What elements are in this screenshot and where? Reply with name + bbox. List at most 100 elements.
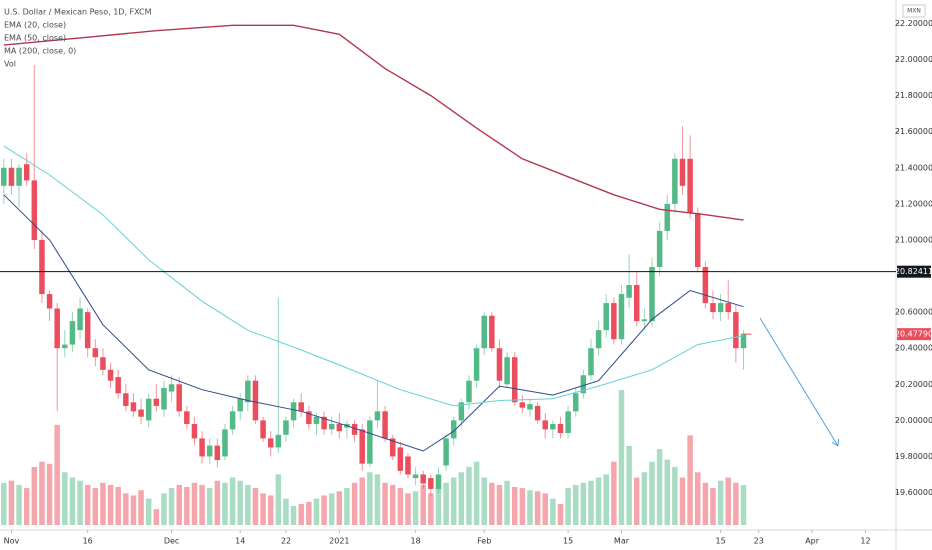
x-tick-label: 12: [860, 537, 870, 546]
candle-body: [214, 445, 221, 461]
volume-bar: [8, 480, 15, 525]
legend-entry: EMA (20, close): [4, 21, 66, 30]
volume-bar: [542, 493, 548, 525]
candle-body: [367, 420, 373, 464]
volume-bar: [649, 461, 655, 525]
candle-body: [222, 429, 228, 457]
volume-bar: [123, 493, 129, 525]
volume-bar: [572, 484, 579, 525]
volume-bar: [519, 488, 526, 525]
volume-bar: [153, 509, 160, 525]
candle-body: [84, 312, 91, 349]
candle-body: [649, 267, 655, 322]
volume-bar: [328, 493, 335, 525]
candle-body: [100, 357, 106, 370]
candle-body: [496, 348, 503, 381]
volume-bar: [252, 488, 259, 525]
candle-body: [450, 420, 457, 439]
volume-bar: [267, 495, 274, 525]
volume-bar: [740, 484, 747, 525]
candle-body: [565, 411, 571, 433]
volume-bar: [687, 435, 693, 525]
volume-bar: [725, 477, 731, 525]
y-tick-label: 20.00000: [895, 416, 932, 425]
volume-bar: [672, 466, 678, 525]
y-tick-label: 21.40000: [895, 163, 932, 172]
candle-body: [115, 377, 121, 394]
candle-body: [153, 398, 160, 406]
volume-bar: [100, 482, 106, 525]
volume-bar: [527, 490, 533, 525]
x-tick-label: 14: [235, 537, 245, 546]
candle-body: [184, 411, 190, 424]
volume-bar: [222, 482, 228, 525]
x-tick-label: 15: [563, 537, 573, 546]
y-tick-label: 21.60000: [895, 127, 932, 136]
candle-body: [435, 474, 442, 489]
volume-bar: [603, 474, 609, 525]
candle-body: [656, 230, 663, 268]
volume-bar: [359, 477, 365, 525]
candle-body: [374, 411, 381, 421]
candle-body: [473, 348, 480, 381]
volume-bar: [46, 463, 53, 525]
candle-body: [351, 423, 358, 435]
candle-body: [717, 303, 724, 313]
volume-bar: [16, 484, 22, 525]
volume-bar: [389, 484, 396, 525]
candle-body: [580, 375, 587, 394]
candle-body: [527, 404, 533, 410]
axes: 22.20000 22.00000 21.80000 21.60000 21.40000…: [4, 19, 932, 546]
candle-body: [306, 411, 312, 424]
volume-bar: [161, 493, 167, 525]
candle-body: [123, 393, 129, 406]
candle-body: [298, 402, 304, 412]
volume-bar: [466, 466, 472, 525]
candle-body: [542, 420, 548, 430]
candle-body: [458, 402, 465, 421]
candle-body: [69, 321, 76, 345]
candle-body: [412, 474, 419, 479]
symbol-title: U.S. Dollar / Mexican Peso, 1D, FXCM: [4, 8, 152, 17]
volume-bar: [481, 477, 487, 525]
volume-bar: [496, 484, 503, 525]
volume-bar: [565, 488, 571, 525]
volume-bar: [405, 493, 411, 525]
x-tick-label: 18: [410, 537, 420, 546]
x-tick-label: 16: [83, 537, 93, 546]
candle-body: [229, 411, 236, 430]
volume-bar: [374, 474, 381, 525]
volume-bar: [443, 482, 449, 525]
candle-body: [206, 445, 213, 457]
x-tick-label: Apr: [805, 537, 820, 546]
volume-bar: [435, 488, 442, 525]
volume-bar: [618, 390, 625, 525]
volume-bar: [473, 461, 480, 525]
candle-body: [54, 308, 60, 349]
volume-bar: [489, 482, 495, 525]
candle-body: [504, 357, 510, 385]
volume-bar: [336, 491, 343, 525]
candle-body: [8, 167, 15, 186]
candle-body: [687, 158, 693, 213]
y-tick-label: 20.40000: [895, 344, 932, 353]
candle-body: [290, 402, 297, 421]
candle-body: [145, 398, 152, 421]
volume-bar: [283, 498, 289, 525]
x-tick-label: 15: [716, 537, 726, 546]
candle-body: [260, 420, 266, 439]
candle-body: [489, 315, 495, 349]
candle-body: [550, 423, 556, 430]
candle-body: [626, 285, 632, 298]
volume-bar: [84, 484, 91, 525]
volume-bar: [702, 482, 709, 525]
candle-body: [1, 167, 7, 186]
volume-bar: [344, 488, 350, 525]
candle-body: [252, 380, 259, 421]
currency-box[interactable]: [902, 4, 926, 18]
volume-bar: [306, 501, 312, 525]
y-tick-label: 22.20000: [895, 19, 932, 28]
candle-body: [191, 423, 198, 439]
volume-bar: [397, 488, 404, 525]
y-tick-label: 21.00000: [895, 235, 932, 244]
